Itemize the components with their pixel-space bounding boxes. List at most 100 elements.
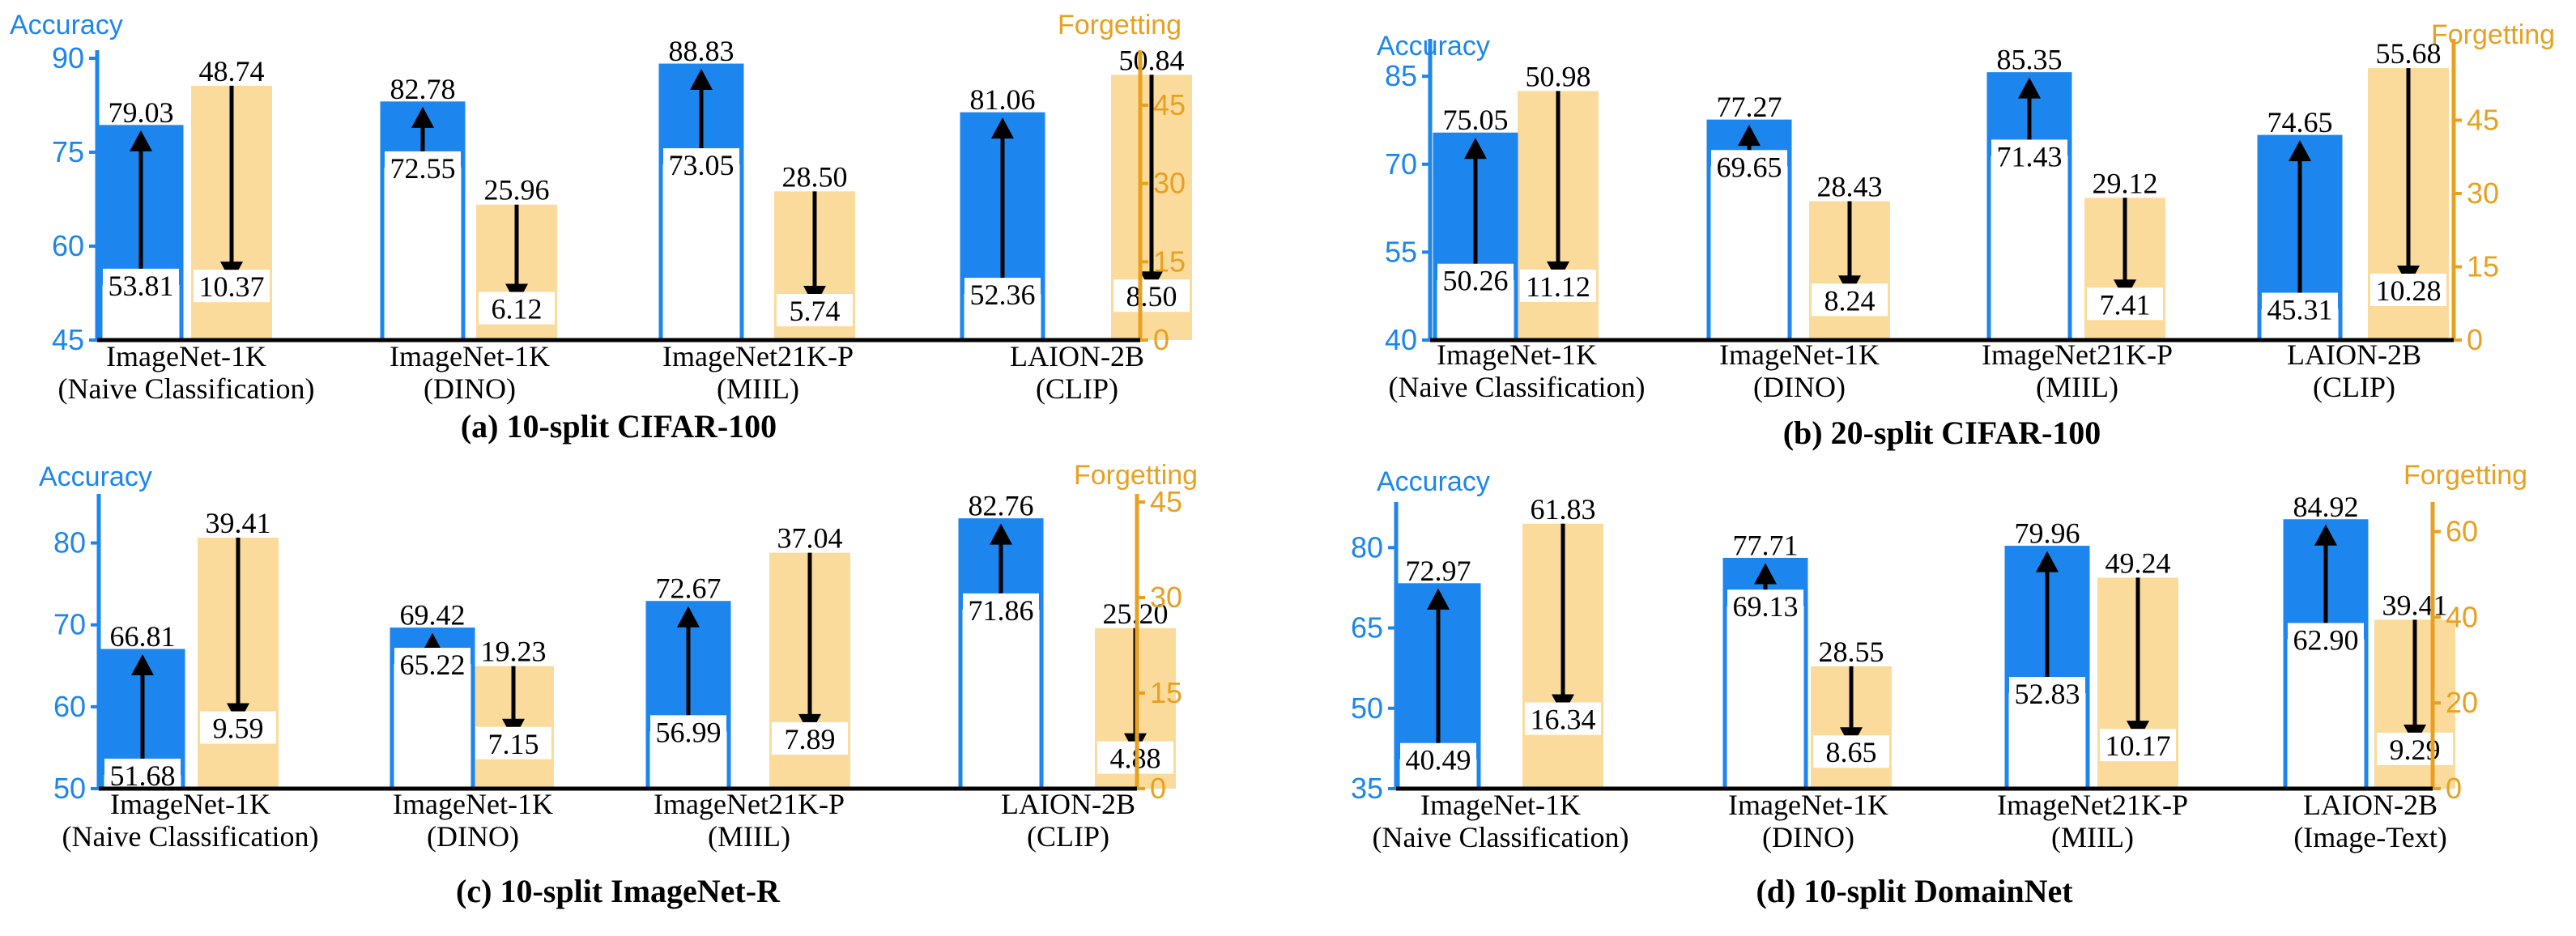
accuracy-low-label: 65.22 (400, 649, 466, 681)
right-tick-label: 20 (2446, 686, 2478, 719)
forgetting-low-box (1113, 279, 1190, 313)
category-sublabel: (Naive Classification) (62, 820, 319, 853)
forgetting-low-box (777, 294, 853, 327)
category-label: LAION-2B (2303, 789, 2438, 821)
category-sublabel: (Naive Classification) (1373, 821, 1629, 853)
accuracy-low-box (1727, 589, 1803, 623)
category-label: ImageNet21K-P (1982, 338, 2173, 371)
category-label: ImageNet-1K (110, 788, 270, 820)
accuracy-low-label: 45.31 (2267, 294, 2333, 326)
accuracy-low-box (963, 593, 1039, 626)
left-axis-title: Accuracy (1377, 466, 1490, 497)
category-sublabel: (MIIL) (717, 372, 799, 405)
category-label: LAION-2B (1001, 788, 1135, 820)
forgetting-high-label: 50.84 (1119, 44, 1185, 76)
category-label: ImageNet21K-P (662, 340, 854, 372)
accuracy-low-label: 71.43 (1997, 140, 2063, 172)
category-sublabel: (Naive Classification) (58, 372, 315, 405)
forgetting-low-label: 6.12 (492, 293, 543, 325)
forgetting-low-label: 7.89 (785, 723, 836, 755)
right-tick-label: 40 (2446, 600, 2478, 633)
forgetting-low-box (772, 721, 848, 755)
left-axis-title: Accuracy (1377, 31, 1490, 62)
forgetting-low-box (2087, 287, 2163, 321)
right-axis-title: Forgetting (1058, 10, 1182, 40)
right-axis-title: Forgetting (2404, 460, 2527, 491)
category-sublabel: (CLIP) (1027, 820, 1109, 853)
right-tick-label: 0 (2467, 323, 2483, 356)
panel-caption: (c) 10-split ImageNet-R (456, 873, 781, 909)
accuracy-low-box (964, 278, 1041, 311)
category-sublabel: (Image-Text) (2293, 821, 2446, 853)
panel-caption: (a) 10-split CIFAR-100 (461, 408, 777, 445)
category-sublabel: (DINO) (1753, 371, 1846, 403)
accuracy-low-label: 50.26 (1443, 265, 1509, 297)
forgetting-low-label: 10.17 (2106, 730, 2171, 762)
accuracy-high-label: 85.35 (1997, 44, 2063, 76)
accuracy-arrow-head (411, 106, 434, 128)
left-axis-title: Accuracy (39, 462, 152, 492)
accuracy-low-box (2009, 677, 2085, 710)
accuracy-low-box (663, 148, 739, 181)
left-tick-label: 70 (53, 608, 86, 641)
bar-group: 85.35 29.12 71.43 7.41 ImageNet21K-P(MIIL) (1982, 44, 2173, 403)
category-sublabel: (DINO) (1762, 821, 1854, 853)
left-tick-label: 85 (1385, 59, 1417, 92)
accuracy-low-label: 69.65 (1717, 151, 1782, 183)
forgetting-high-label: 39.41 (206, 507, 271, 539)
right-tick-label: 15 (2467, 250, 2499, 283)
category-label: ImageNet21K-P (654, 788, 845, 820)
forgetting-low-box (1520, 269, 1596, 302)
accuracy-high-label: 84.92 (2293, 491, 2359, 523)
forgetting-high-label: 25.96 (484, 174, 550, 206)
bar-group: 77.27 28.43 69.65 8.24 ImageNet-1K(DINO) (1706, 91, 1890, 403)
accuracy-high-label: 66.81 (110, 620, 176, 653)
forgetting-low-label: 5.74 (790, 295, 841, 327)
right-axis-title: Forgetting (1074, 460, 1198, 491)
category-sublabel: (MIIL) (2036, 371, 2118, 403)
accuracy-low-box (385, 151, 461, 184)
left-tick-label: 90 (52, 41, 84, 74)
category-sublabel: (DINO) (424, 372, 516, 405)
category-label: ImageNet-1K (393, 788, 553, 820)
forgetting-high-label: 49.24 (2106, 547, 2171, 579)
accuracy-arrow-head (1754, 563, 1777, 585)
bar-group: 75.05 50.98 50.26 11.12 ImageNet-1K(Naive Cl… (1389, 60, 1646, 403)
bar-group: 79.03 48.74 53.81 10.37 ImageNet-1K(Naive Cl… (58, 55, 315, 405)
category-label: ImageNet-1K (106, 340, 266, 372)
category-sublabel: (CLIP) (2313, 371, 2395, 403)
accuracy-low-box (650, 715, 726, 748)
left-axis-title: Accuracy (10, 10, 123, 40)
accuracy-low-label: 69.13 (1733, 590, 1799, 623)
accuracy-high-label: 77.27 (1717, 91, 1782, 123)
bar-group: 77.71 28.55 69.13 8.65 ImageNet-1K(DINO) (1722, 529, 1892, 853)
forgetting-high-label: 61.83 (1531, 493, 1596, 525)
category-label: ImageNet-1K (1719, 338, 1880, 371)
accuracy-low-label: 71.86 (969, 594, 1034, 627)
left-tick-label: 80 (1351, 530, 1383, 564)
forgetting-low-label: 10.37 (199, 270, 265, 303)
left-tick-label: 60 (52, 229, 84, 262)
panel-caption: (b) 20-split CIFAR-100 (1783, 415, 2101, 451)
accuracy-arrow-head (131, 653, 154, 675)
accuracy-low-label: 52.83 (2015, 678, 2080, 710)
bar-group: 66.81 39.41 51.68 9.59 ImageNet-1K(Naive Cla… (62, 507, 319, 853)
accuracy-high-label: 81.06 (970, 83, 1036, 116)
forgetting-low-label: 8.65 (1826, 736, 1877, 768)
forgetting-low-box (479, 291, 555, 325)
right-tick-label: 45 (2467, 104, 2499, 137)
forgetting-high-label: 19.23 (481, 636, 547, 668)
forgetting-low-label: 8.50 (1126, 280, 1177, 313)
forgetting-high-label: 28.43 (1817, 170, 1883, 202)
accuracy-high-label: 72.97 (1406, 555, 1471, 587)
forgetting-low-box (1525, 702, 1601, 735)
accuracy-arrow-head (1738, 125, 1761, 147)
accuracy-high-label: 79.96 (2015, 517, 2080, 550)
right-tick-label: 0 (1153, 323, 1169, 356)
right-tick-label: 0 (1150, 772, 1166, 805)
forgetting-low-label: 11.12 (1526, 270, 1590, 303)
accuracy-low-label: 73.05 (669, 149, 734, 181)
